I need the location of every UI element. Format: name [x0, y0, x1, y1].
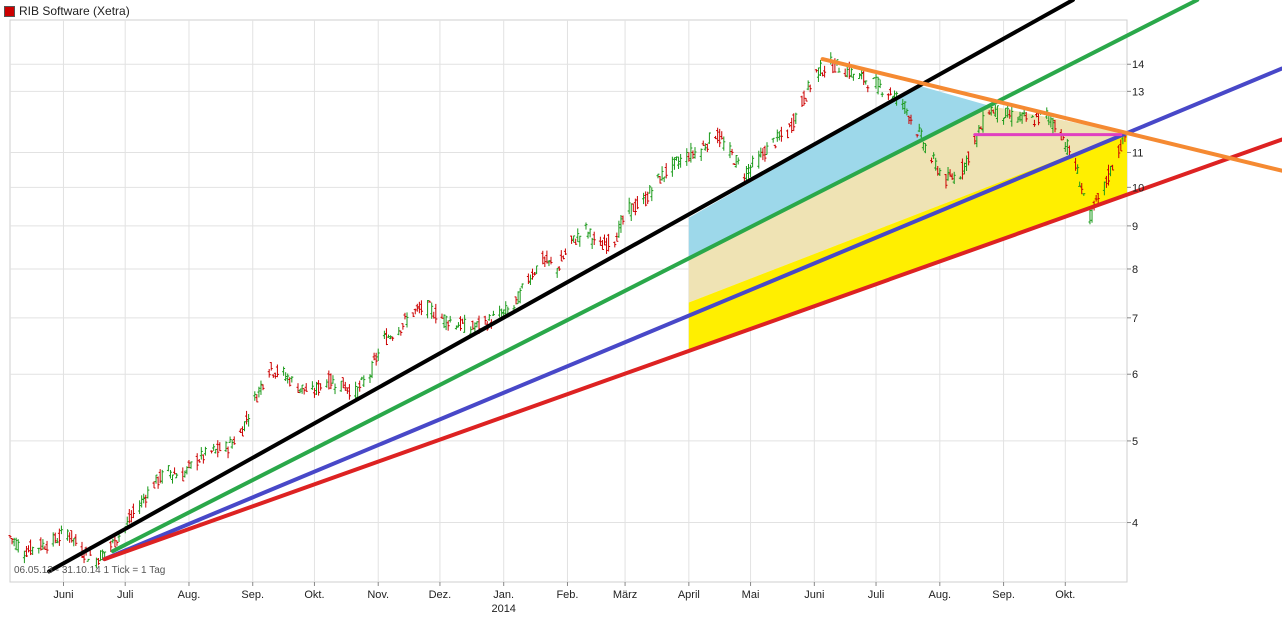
trend-line: [102, 66, 1282, 562]
plot-frame: [9, 19, 1128, 583]
x-tick-label: Sep.: [241, 589, 264, 601]
y-tick-label: 10: [1132, 182, 1144, 194]
y-axis-ticks: 4 5 6 7 8 9 10 11 13 14: [1127, 59, 1144, 530]
trend-lines: [47, 0, 1282, 574]
date-range-info: 06.05.13 - 31.10.14 1 Tick = 1 Tag: [14, 565, 166, 576]
x-tick-label: Juli: [117, 589, 134, 601]
title-color-swatch: [4, 5, 15, 17]
trend-line: [102, 137, 1282, 562]
x-tick-label: Okt.: [304, 589, 324, 601]
chart-title: RIB Software (Xetra): [19, 4, 130, 18]
y-tick-label: 11: [1132, 147, 1143, 159]
x-tick-label: Nov.: [367, 589, 389, 601]
x-tick-label: Aug.: [178, 589, 201, 601]
x-tick-label: Juni: [804, 589, 824, 601]
chart-fills: [688, 85, 1127, 351]
y-tick-label: 7: [1132, 313, 1138, 325]
x-tick-label: Mai: [742, 589, 760, 601]
x-tick-label: Aug.: [928, 589, 951, 601]
x-tick-label: Okt.: [1055, 589, 1075, 601]
x-tick-label: Dez.: [429, 589, 452, 601]
x-axis-ticks: Juni Juli Aug. Sep. Okt. Nov. Dez. Jan. Feb. März…: [53, 582, 1075, 615]
channel-fill: [688, 133, 1127, 351]
chart-title-group: RIB Software (Xetra): [4, 4, 130, 18]
y-tick-label: 4: [1132, 518, 1138, 530]
trend-line: [820, 57, 1282, 173]
x-tick-label: Feb.: [556, 589, 578, 601]
x-tick-label: April: [678, 589, 700, 601]
x-tick-label: März: [613, 589, 637, 601]
x-tick-label: Juli: [868, 589, 885, 601]
y-tick-label: 13: [1132, 86, 1144, 98]
y-tick-label: 14: [1132, 59, 1144, 71]
year-label: 2014: [491, 603, 515, 615]
trend-line: [110, 0, 1200, 554]
price-bars: [8, 52, 1127, 569]
y-tick-label: 8: [1132, 264, 1138, 276]
channel-fill: [688, 105, 1127, 303]
x-tick-label: Juni: [53, 589, 73, 601]
x-tick-label: Sep.: [992, 589, 1015, 601]
y-tick-label: 6: [1132, 369, 1138, 381]
y-tick-label: 9: [1132, 221, 1138, 233]
trend-line: [47, 0, 1075, 574]
x-tick-label: Jan.: [493, 589, 514, 601]
channel-fill: [688, 85, 990, 260]
y-tick-label: 5: [1132, 436, 1138, 448]
